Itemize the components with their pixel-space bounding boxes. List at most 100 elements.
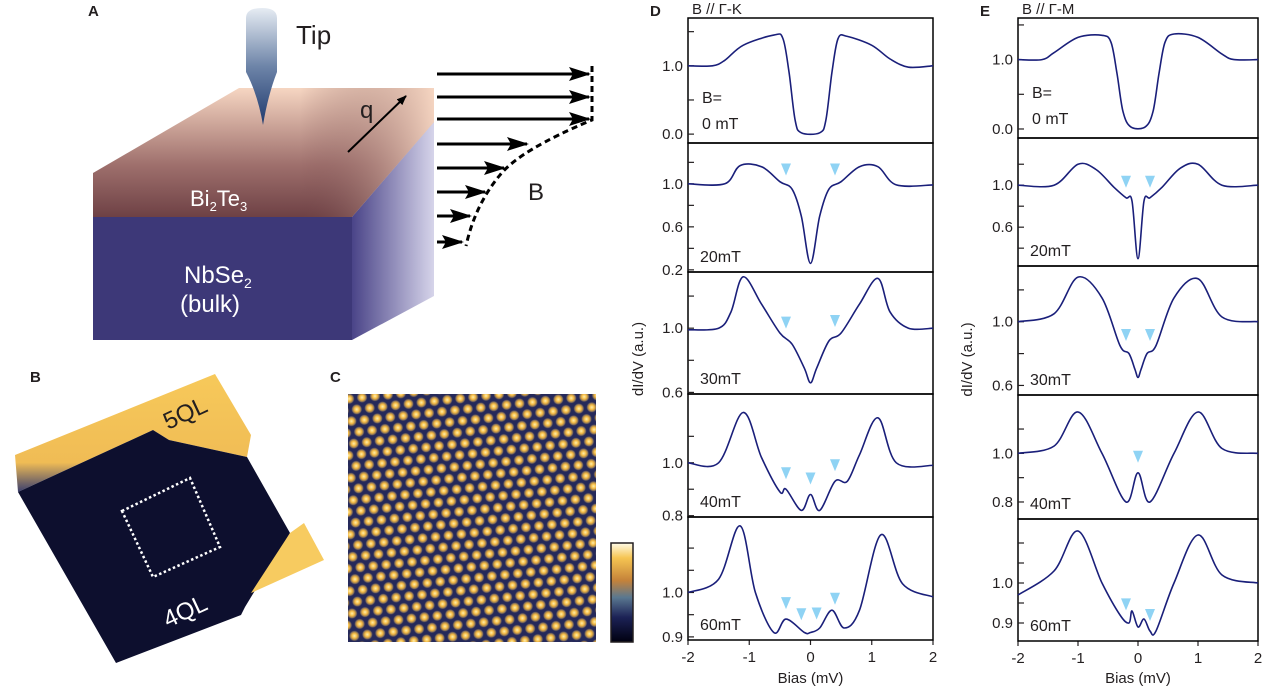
didv-curve bbox=[687, 33, 934, 136]
field-value-label: 20mT bbox=[1030, 243, 1071, 260]
didv-curve bbox=[1017, 162, 1259, 260]
x-tick-label: 0 bbox=[806, 649, 814, 666]
didv-curve bbox=[687, 163, 934, 265]
x-tick-label: 1 bbox=[868, 649, 876, 666]
y-tick-label: 0.6 bbox=[662, 384, 683, 401]
field-value-label: 30mT bbox=[700, 371, 741, 388]
y-tick-label: 1.0 bbox=[662, 176, 683, 193]
atomic-lattice-image bbox=[348, 394, 596, 642]
didv-curve bbox=[1017, 530, 1259, 636]
q-label: q bbox=[360, 97, 373, 124]
y-tick-label: 0.0 bbox=[992, 121, 1013, 138]
feature-marker-icon bbox=[781, 163, 791, 176]
y-tick-label: 0.0 bbox=[662, 126, 683, 143]
tip-label: Tip bbox=[296, 20, 331, 50]
y-tick-label: 1.0 bbox=[992, 575, 1013, 592]
feature-marker-icon bbox=[805, 472, 816, 485]
field-value-label: 40mT bbox=[1030, 496, 1071, 513]
y-tick-label: 0.2 bbox=[662, 262, 683, 279]
x-tick-label: -1 bbox=[1071, 650, 1084, 667]
feature-marker-icon bbox=[1121, 175, 1131, 188]
subplot-30mt: 0.6 1.0 30mT bbox=[992, 265, 1259, 396]
side-face bbox=[352, 122, 434, 340]
x-tick-label: -2 bbox=[681, 649, 694, 666]
plot-frame bbox=[1017, 518, 1259, 642]
subplot-0mt: 0.0 1.0 B= 0 mT bbox=[992, 17, 1259, 139]
bulk-label: (bulk) bbox=[180, 291, 240, 318]
feature-marker-icon bbox=[830, 315, 840, 328]
x-tick-label: 2 bbox=[929, 649, 937, 666]
y-tick-label: 1.0 bbox=[992, 52, 1013, 69]
didv-curve bbox=[687, 411, 934, 512]
chart-e: E B // Γ-M dI/dV (a.u.) Bias (mV) -2 -1 0 1 2 0.0… bbox=[959, 1, 1262, 687]
feature-marker-icon bbox=[1133, 450, 1143, 463]
feature-marker-icon bbox=[781, 316, 791, 329]
didv-curve bbox=[1017, 411, 1259, 503]
scan-area-box bbox=[120, 476, 222, 579]
field-prefix-label: B= bbox=[1032, 85, 1052, 102]
x-tick-label: 0 bbox=[1134, 650, 1142, 667]
y-tick-label: 0.6 bbox=[992, 219, 1013, 236]
q-arrow-icon bbox=[347, 95, 407, 153]
panel-label-e: E bbox=[980, 3, 990, 20]
feature-marker-icon bbox=[811, 607, 822, 620]
subplot-20mt: 0.6 1.0 20mT bbox=[992, 137, 1259, 267]
terrace-4ql bbox=[18, 430, 290, 663]
feature-marker-icon bbox=[781, 467, 791, 480]
y-tick-label: 1.0 bbox=[662, 58, 683, 75]
panel-label-c: C bbox=[330, 369, 341, 386]
didv-curve bbox=[687, 525, 934, 635]
y-tick-label: 0.6 bbox=[992, 377, 1013, 394]
spectra-plots: D B // Γ-K dI/dV (a.u.) Bias (mV) -2 -1 0 1 2 0.0… bbox=[630, 1, 1262, 687]
chart-title: B // Γ-M bbox=[1022, 1, 1074, 18]
x-axis-label: Bias (mV) bbox=[778, 670, 844, 687]
subplot-30mt: 0.6 1.0 30mT bbox=[662, 271, 934, 401]
panel-a-schematic: A Tip q Bi2Te3 NbSe2 (bulk) B bbox=[88, 3, 594, 340]
y-tick-label: 0.8 bbox=[662, 508, 683, 525]
y-tick-label: 1.0 bbox=[992, 445, 1013, 462]
subplot-40mt: 0.8 1.0 40mT bbox=[662, 393, 934, 525]
feature-marker-icon bbox=[1121, 598, 1131, 611]
field-value-label: 20mT bbox=[700, 249, 741, 266]
y-tick-label: 0.9 bbox=[662, 629, 683, 646]
feature-marker-icon bbox=[830, 459, 840, 472]
feature-marker-icon bbox=[830, 163, 840, 176]
field-value-label: 0 mT bbox=[702, 116, 739, 133]
panel-b-topograph: B 5QL 4QL bbox=[15, 369, 324, 663]
y-tick-label: 1.0 bbox=[992, 314, 1013, 331]
field-value-label: 30mT bbox=[1030, 372, 1071, 389]
subplot-60mt: 0.9 1.0 60mT bbox=[662, 516, 934, 646]
subplot-40mt: 0.8 1.0 40mT bbox=[992, 394, 1259, 520]
field-prefix-label: B= bbox=[702, 90, 722, 107]
feature-marker-icon bbox=[1121, 328, 1131, 341]
y-tick-label: 1.0 bbox=[992, 177, 1013, 194]
panel-label-a: A bbox=[88, 3, 99, 20]
feature-marker-icon bbox=[1145, 175, 1155, 188]
y-tick-label: 1.0 bbox=[662, 584, 683, 601]
field-profile-dashed bbox=[464, 66, 594, 247]
subplot-60mt: 0.9 1.0 60mT bbox=[992, 518, 1259, 642]
chart-d: D B // Γ-K dI/dV (a.u.) Bias (mV) -2 -1 0 1 2 0.0… bbox=[630, 1, 937, 687]
didv-curve bbox=[687, 276, 934, 384]
x-axis-label: Bias (mV) bbox=[1105, 670, 1171, 687]
plot-frame bbox=[687, 516, 934, 641]
field-value-label: 60mT bbox=[1030, 618, 1071, 635]
x-tick-label: 1 bbox=[1194, 650, 1202, 667]
x-tick-label: -1 bbox=[743, 649, 756, 666]
flake-right bbox=[251, 523, 324, 593]
y-tick-label: 1.0 bbox=[662, 455, 683, 472]
panel-label-b: B bbox=[30, 369, 41, 386]
terrace-5ql bbox=[15, 374, 251, 492]
subplot-0mt: 0.0 1.0 B= 0 mT bbox=[662, 17, 934, 144]
y-tick-label: 0.8 bbox=[992, 494, 1013, 511]
nbse2-label: NbSe2 bbox=[184, 262, 252, 291]
feature-marker-icon bbox=[796, 608, 807, 621]
feature-marker-icon bbox=[1145, 328, 1155, 341]
feature-marker-icon bbox=[781, 597, 791, 610]
didv-curve bbox=[1017, 275, 1259, 379]
subplot-20mt: 0.2 0.6 1.0 20mT bbox=[662, 142, 934, 279]
stm-tip-icon bbox=[246, 8, 277, 125]
feature-marker-icon bbox=[830, 592, 840, 605]
y-tick-label: 1.0 bbox=[662, 320, 683, 337]
